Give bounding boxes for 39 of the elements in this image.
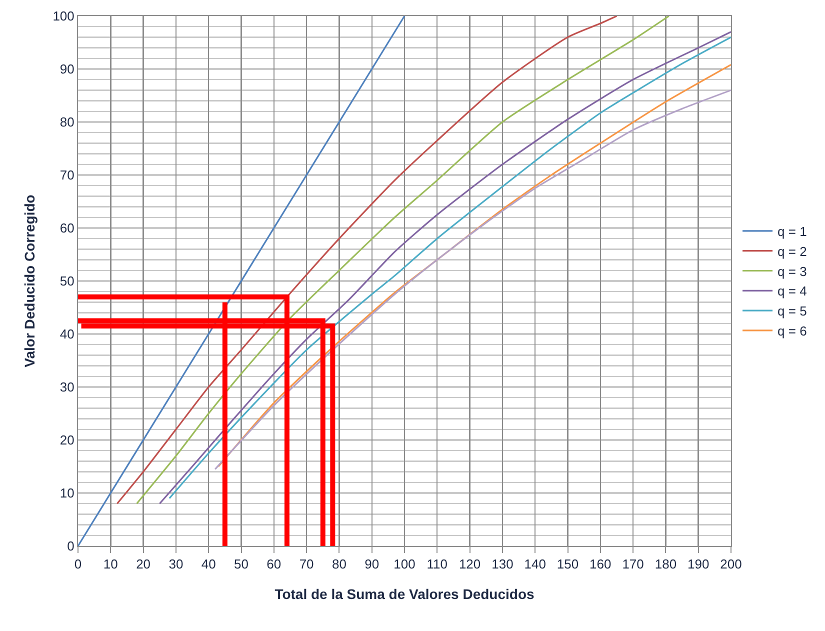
x-axis-title: Total de la Suma de Valores Deducidos — [274, 586, 535, 602]
y-tick-label: 10 — [60, 486, 74, 501]
legend-label: q = 3 — [778, 264, 807, 279]
y-axis-title: Valor Deducido Corregido — [21, 194, 38, 368]
legend-label: q = 2 — [778, 244, 807, 259]
x-tick-label: 100 — [394, 556, 416, 572]
y-tick-label: 100 — [52, 8, 74, 24]
y-tick-label: 60 — [60, 220, 74, 236]
y-tick-label: 80 — [60, 114, 74, 130]
y-tick-label: 50 — [60, 274, 74, 289]
legend-label: q = 4 — [778, 284, 807, 299]
x-tick-label: 90 — [364, 556, 380, 572]
x-tick-label: 150 — [556, 556, 579, 572]
x-tick-label: 170 — [622, 556, 644, 572]
x-tick-label: 20 — [136, 556, 151, 572]
x-tick-label: 140 — [524, 556, 546, 572]
x-tick-label: 120 — [458, 556, 481, 572]
x-tick-label: 30 — [168, 556, 184, 572]
x-tick-label: 70 — [299, 556, 314, 572]
x-tick-label: 190 — [688, 556, 710, 572]
x-tick-label: 180 — [654, 556, 677, 572]
x-tick-label: 10 — [103, 556, 118, 572]
y-tick-label: 0 — [67, 538, 74, 554]
y-tick-label: 40 — [60, 326, 74, 342]
x-tick-label: 200 — [720, 556, 742, 572]
legend-label: q = 1 — [778, 224, 807, 240]
legend-label: q = 5 — [778, 304, 807, 319]
y-tick-label: 70 — [60, 168, 74, 183]
x-tick-label: 80 — [332, 556, 346, 572]
x-tick-label: 160 — [590, 556, 612, 572]
y-tick-label: 30 — [60, 380, 74, 395]
x-tick-label: 130 — [492, 556, 514, 572]
x-tick-label: 50 — [234, 556, 248, 572]
x-tick-label: 110 — [426, 556, 448, 572]
legend-label: q = 6 — [778, 324, 807, 339]
x-tick-label: 40 — [201, 556, 216, 572]
y-tick-label: 90 — [60, 62, 74, 77]
y-tick-label: 20 — [60, 432, 74, 448]
x-tick-label: 60 — [266, 556, 282, 572]
